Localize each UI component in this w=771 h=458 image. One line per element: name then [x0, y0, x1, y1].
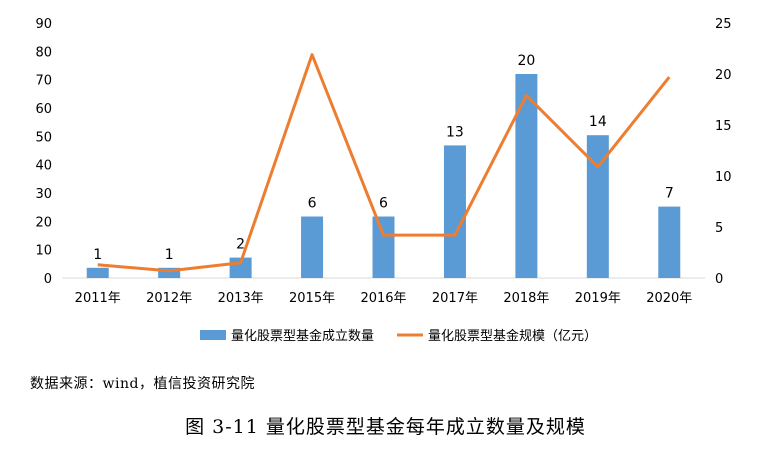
- bar-data-label: 6: [379, 196, 388, 212]
- x-axis-tick-label: 2019年: [575, 291, 621, 306]
- right-axis-tick-label: 5: [715, 221, 723, 236]
- bar-data-label: 1: [165, 247, 174, 263]
- figure-caption: 图 3-11 量化股票型基金每年成立数量及规模: [185, 416, 586, 438]
- bar: [443, 145, 466, 278]
- x-axis-tick-label: 2018年: [503, 291, 549, 306]
- legend: 量化股票型基金成立数量 量化股票型基金规模（亿元）: [200, 328, 597, 344]
- combo-chart: 0 10 20 30 40 50 60 70 80 90 0 5 10 15 20 25 1 1 2 6 6 13 20…: [35, 17, 732, 344]
- bar: [658, 206, 681, 278]
- left-axis-tick-label: 80: [35, 45, 52, 60]
- left-axis-tick-label: 30: [35, 187, 52, 202]
- bar: [515, 74, 538, 278]
- x-axis-tick-label: 2017年: [432, 291, 478, 306]
- x-axis-tick-label: 2013年: [218, 291, 264, 306]
- right-axis-tick-label: 20: [715, 68, 732, 83]
- bar-data-labels: 1 1 2 6 6 13 20 14 7: [93, 53, 673, 263]
- bar: [301, 216, 324, 278]
- bar-data-label: 6: [308, 196, 317, 212]
- x-axis-tick-label: 2020年: [646, 291, 692, 306]
- right-axis-tick-label: 15: [715, 119, 732, 134]
- left-axis-tick-label: 90: [35, 17, 52, 32]
- bar: [372, 216, 395, 278]
- line-series: [97, 53, 671, 273]
- left-axis-tick-label: 60: [35, 102, 52, 117]
- bar: [586, 135, 609, 278]
- bar-data-label: 1: [93, 247, 102, 263]
- bar: [86, 267, 109, 278]
- left-axis-tick-label: 50: [35, 130, 52, 145]
- x-axis-tick-label: 2011年: [75, 291, 121, 306]
- left-axis-tick-label: 40: [35, 159, 52, 174]
- bar-data-label: 7: [665, 186, 674, 202]
- legend-bar-label: 量化股票型基金成立数量: [231, 328, 374, 344]
- legend-bar-swatch: [200, 330, 226, 340]
- right-axis-tick-label: 0: [715, 272, 723, 287]
- right-axis: 0 5 10 15 20 25: [715, 17, 732, 287]
- bar: [158, 267, 181, 278]
- x-axis-tick-label: 2012年: [146, 291, 192, 306]
- left-axis-tick-label: 20: [35, 215, 52, 230]
- x-axis-tick-label: 2015年: [289, 291, 335, 306]
- x-axis-tick-label: 2016年: [360, 291, 406, 306]
- left-axis: 0 10 20 30 40 50 60 70 80 90: [35, 17, 52, 287]
- bar-series: [86, 74, 681, 278]
- left-axis-tick-label: 0: [44, 272, 52, 287]
- scale-line: [97, 53, 671, 273]
- left-axis-tick-label: 10: [35, 244, 52, 259]
- legend-line-label: 量化股票型基金规模（亿元）: [428, 328, 597, 344]
- bar-data-label: 2: [236, 237, 245, 253]
- left-axis-tick-label: 70: [35, 74, 52, 89]
- bar-data-label: 13: [446, 124, 464, 140]
- bar-data-label: 14: [589, 114, 607, 130]
- source-note: 数据来源：wind，植信投资研究院: [30, 376, 255, 392]
- x-axis-ticks: 2011年 2012年 2013年 2015年 2016年 2017年 2018年 2019年…: [75, 291, 693, 306]
- right-axis-tick-label: 10: [715, 170, 732, 185]
- bar-data-label: 20: [517, 53, 535, 69]
- right-axis-tick-label: 25: [715, 17, 732, 32]
